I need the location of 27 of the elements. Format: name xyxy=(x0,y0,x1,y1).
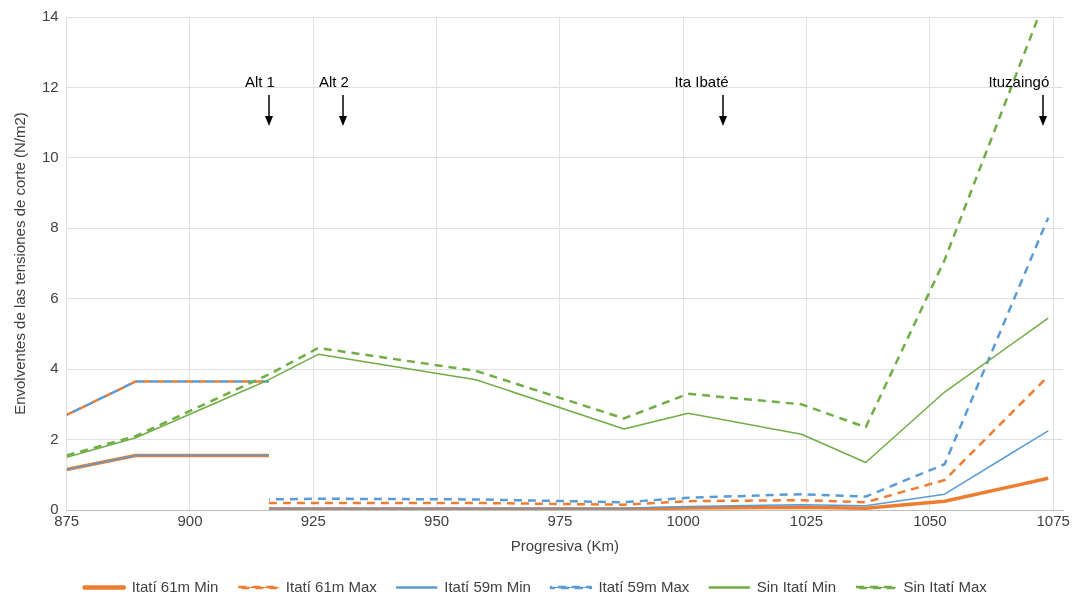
x-tick-label: 950 xyxy=(424,512,450,530)
legend-label: Sin Itatí Min xyxy=(756,577,836,595)
x-axis-title: Progresiva (Km) xyxy=(510,537,620,555)
x-tick-label: 1050 xyxy=(913,512,947,530)
x-tick-label: 975 xyxy=(547,512,573,530)
legend-label: Itatí 61m Min xyxy=(131,577,219,595)
ref-line-label: Ita Ibaté xyxy=(674,73,729,90)
ref-line-label: Alt 2 xyxy=(318,73,349,90)
x-tick-label: 1000 xyxy=(666,512,700,530)
legend-label: Itatí 61m Max xyxy=(285,577,378,595)
x-tick-label: 925 xyxy=(300,512,326,530)
ref-line-label: Ituzaingó xyxy=(988,73,1050,90)
ref-line-label: Alt 1 xyxy=(244,73,275,90)
legend-label: Itatí 59m Max xyxy=(598,577,690,595)
y-tick-label: 12 xyxy=(42,77,59,95)
y-tick-label: 6 xyxy=(50,288,59,306)
x-tick-label: 900 xyxy=(177,512,203,530)
y-tick-label: 4 xyxy=(50,359,59,377)
legend-label: Itatí 59m Min xyxy=(444,577,531,595)
y-tick-label: 10 xyxy=(42,148,59,165)
x-tick-label: 1025 xyxy=(789,512,824,530)
y-tick-label: 2 xyxy=(50,429,59,447)
x-tick-label: 1075 xyxy=(1036,512,1070,530)
legend-label: Sin Itatí Max xyxy=(903,577,988,595)
y-axis-title: Envolventes de las tensiones de corte (N/m2) xyxy=(11,112,29,415)
y-tick-label: 8 xyxy=(50,218,59,236)
y-tick-label: 14 xyxy=(42,7,59,25)
